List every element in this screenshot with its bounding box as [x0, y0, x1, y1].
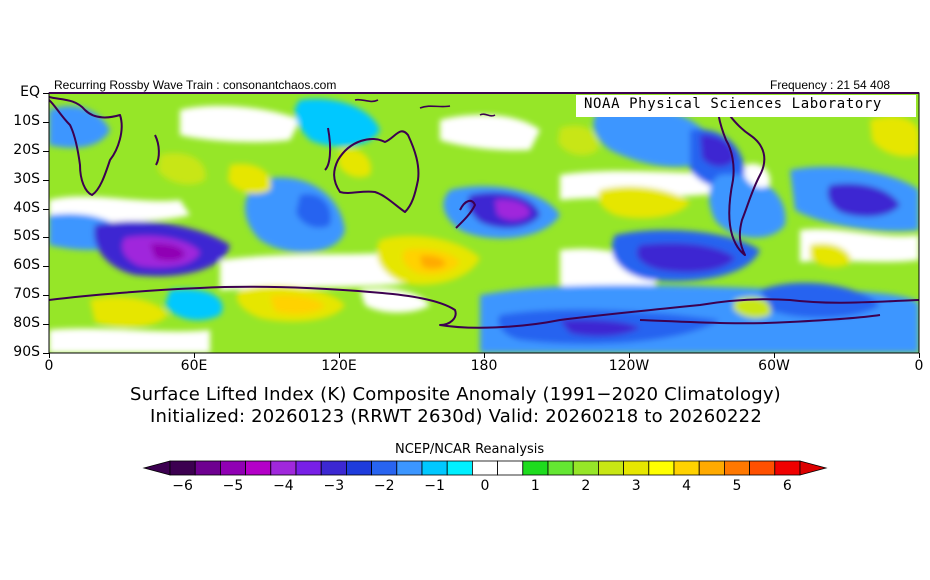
- x-tick-mark: [919, 353, 920, 358]
- y-tick-label: 20S: [13, 141, 40, 158]
- colorbar-swatch: [371, 460, 398, 476]
- header-credit: Recurring Rossby Wave Train : consonantc…: [54, 78, 337, 92]
- colorbar-swatch: [169, 460, 196, 476]
- colorbar-title: NCEP/NCAR Reanalysis: [395, 442, 545, 457]
- colorbar-swatch: [623, 460, 650, 476]
- x-tick-mark: [484, 353, 485, 358]
- colorbar-low-arrow: [142, 460, 171, 476]
- lab-banner-text: NOAA Physical Sciences Laboratory: [584, 96, 882, 112]
- y-tick-label: 40S: [13, 199, 40, 216]
- colorbar-swatch: [547, 460, 574, 476]
- colorbar-label: 1: [530, 478, 540, 494]
- y-tick-label: 60S: [13, 257, 40, 274]
- y-tick-mark: [43, 266, 49, 268]
- x-tick-label: 60W: [758, 358, 790, 374]
- colorbar-swatch: [497, 460, 524, 476]
- lab-banner: [576, 95, 916, 117]
- x-tick-mark: [629, 353, 630, 358]
- colorbar-swatch: [522, 460, 549, 476]
- colorbar-swatch: [673, 460, 700, 476]
- anomaly-map: [48, 92, 920, 354]
- x-tick-label: 60E: [180, 358, 208, 374]
- x-tick-mark: [49, 353, 50, 358]
- y-tick-label: 10S: [13, 112, 40, 129]
- y-tick-mark: [43, 179, 49, 181]
- x-tick-mark: [194, 353, 195, 358]
- header-frequency: Frequency : 21 54 408: [770, 78, 891, 92]
- colorbar-swatch: [345, 460, 372, 476]
- colorbar-swatch: [245, 460, 272, 476]
- colorbar-swatch: [446, 460, 473, 476]
- y-tick-mark: [43, 324, 49, 326]
- colorbar-label: 5: [732, 478, 742, 494]
- colorbar-label: 0: [480, 478, 490, 494]
- y-tick-label: 30S: [13, 170, 40, 187]
- colorbar-swatch: [774, 460, 801, 476]
- y-tick-mark: [43, 121, 49, 123]
- colorbar-swatch: [597, 460, 624, 476]
- colorbar-swatch: [572, 460, 599, 476]
- x-tick-label: 0: [914, 358, 924, 374]
- x-tick-label: 180: [470, 358, 498, 374]
- y-tick-label: 50S: [13, 228, 40, 245]
- colorbar-swatch: [749, 460, 776, 476]
- x-tick-label: 120E: [321, 358, 357, 374]
- colorbar-swatch: [724, 460, 751, 476]
- colorbar-label: 3: [631, 478, 641, 494]
- colorbar-label: −2: [373, 478, 395, 494]
- colorbar-swatch: [648, 460, 675, 476]
- y-tick-mark: [43, 150, 49, 152]
- y-tick-mark: [43, 208, 49, 210]
- title-line-2: Initialized: 20260123 (RRWT 2630d) Valid…: [150, 406, 762, 427]
- y-tick-mark: [43, 295, 49, 297]
- colorbar-label: −3: [323, 478, 345, 494]
- colorbar-swatch: [320, 460, 347, 476]
- colorbar-label: −1: [424, 478, 445, 494]
- y-tick-label: 80S: [13, 315, 40, 332]
- colorbar-swatch: [471, 460, 498, 476]
- colorbar-label: 4: [682, 478, 692, 494]
- x-tick-mark: [774, 353, 775, 358]
- colorbar-label: −5: [222, 478, 244, 494]
- colorbar-swatch: [396, 460, 423, 476]
- y-tick-label: 90S: [13, 344, 40, 360]
- colorbar-label: −4: [273, 478, 294, 494]
- title-line-1: Surface Lifted Index (K) Composite Anoma…: [130, 384, 781, 405]
- colorbar-swatch: [698, 460, 725, 476]
- x-tick-label: 0: [44, 358, 54, 374]
- colorbar-high-arrow: [799, 460, 828, 476]
- colorbar-swatch: [194, 460, 221, 476]
- x-tick-label: 120W: [608, 358, 650, 374]
- y-tick-mark: [43, 353, 49, 354]
- colorbar-label: 6: [782, 478, 792, 494]
- colorbar-swatch: [270, 460, 297, 476]
- colorbar-swatch: [421, 460, 448, 476]
- y-tick-label: EQ: [20, 84, 40, 100]
- x-tick-mark: [339, 353, 340, 358]
- colorbar-swatch: [220, 460, 247, 476]
- y-tick-mark: [43, 237, 49, 239]
- colorbar-label: 2: [581, 478, 591, 494]
- colorbar-swatch: [295, 460, 322, 476]
- colorbar-label: −6: [172, 478, 193, 494]
- y-tick-label: 70S: [13, 286, 40, 303]
- y-tick-mark: [43, 93, 49, 94]
- colorbar: [142, 460, 828, 476]
